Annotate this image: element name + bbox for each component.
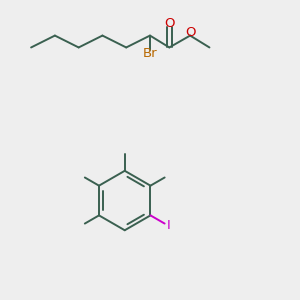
Text: O: O: [164, 16, 175, 30]
Text: I: I: [167, 219, 171, 232]
Text: Br: Br: [143, 47, 157, 60]
Text: O: O: [185, 26, 195, 38]
